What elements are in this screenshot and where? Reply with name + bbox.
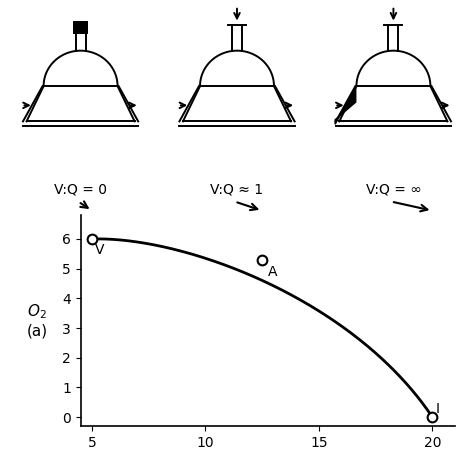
Bar [73, 21, 88, 34]
Text: V:Q = ∞: V:Q = ∞ [365, 183, 421, 196]
Text: I: I [436, 403, 440, 416]
Text: A: A [268, 265, 277, 279]
Text: V:Q = 0: V:Q = 0 [54, 183, 107, 196]
Text: V: V [95, 244, 105, 257]
Polygon shape [335, 88, 356, 124]
Y-axis label: $O_2$
(a): $O_2$ (a) [27, 303, 47, 338]
Text: V:Q ≈ 1: V:Q ≈ 1 [210, 183, 264, 196]
